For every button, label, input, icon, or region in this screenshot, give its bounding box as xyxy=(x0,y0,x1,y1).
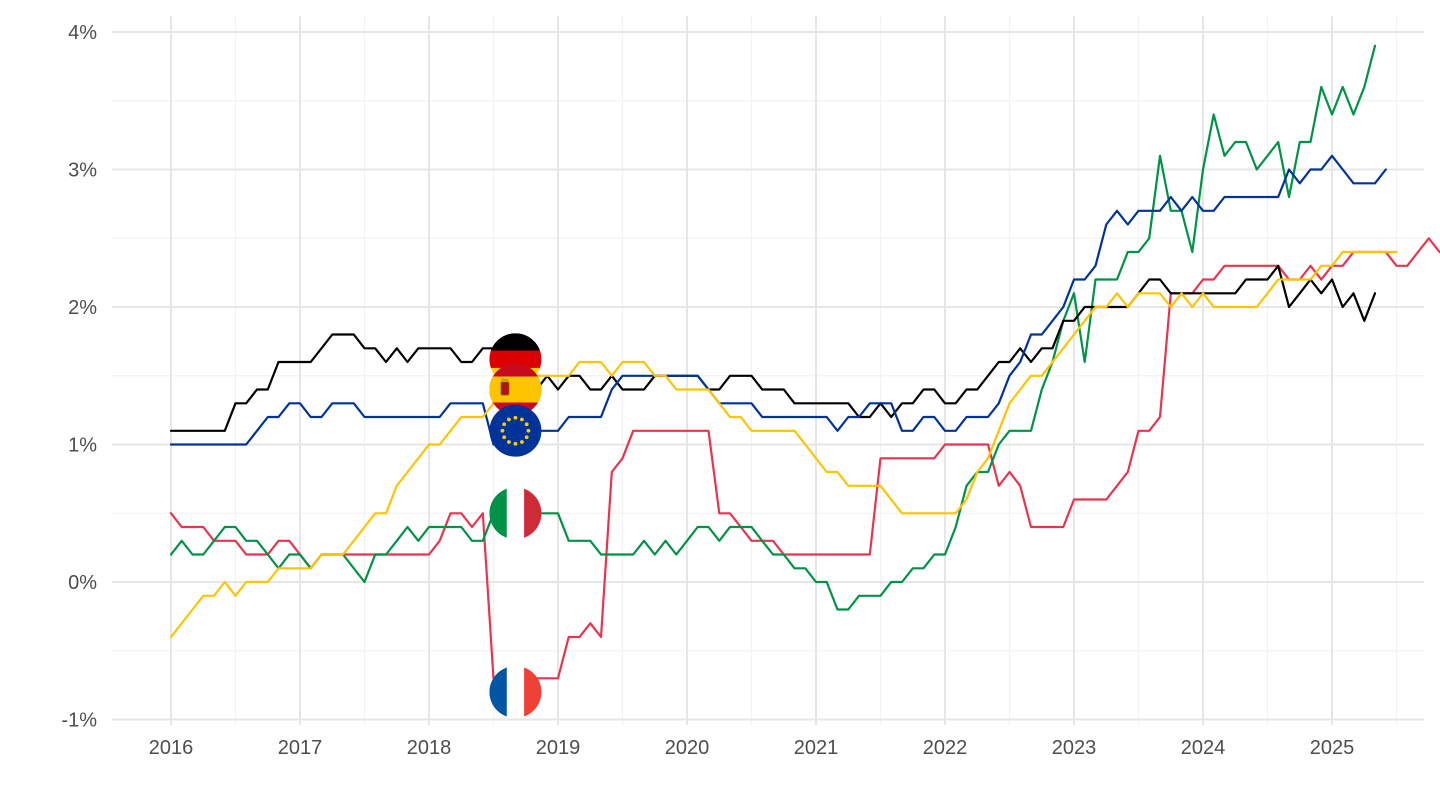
y-tick-label: 1% xyxy=(68,435,97,457)
minor-gridlines xyxy=(112,16,1424,725)
x-tick-label: 2016 xyxy=(149,737,194,759)
x-axis: 2016 2017 2018 2019 2020 2021 2022 2023 2024 2025 xyxy=(149,737,1355,759)
y-tick-label: 2% xyxy=(68,297,97,319)
series-line-germany xyxy=(169,264,1377,432)
y-tick-label: 0% xyxy=(68,572,97,594)
x-tick-label: 2017 xyxy=(278,737,323,759)
x-tick-label: 2021 xyxy=(794,737,839,759)
series-line-france xyxy=(169,237,1440,694)
y-tick-label: 4% xyxy=(68,22,97,44)
major-gridlines xyxy=(112,16,1424,725)
france-flag-icon xyxy=(489,666,542,718)
flag-legend xyxy=(489,333,542,718)
series-layer xyxy=(169,44,1440,694)
x-tick-label: 2020 xyxy=(665,737,710,759)
italy-flag-icon xyxy=(489,487,542,540)
x-tick-label: 2025 xyxy=(1310,737,1355,759)
series-line-italy xyxy=(169,44,1377,611)
x-tick-label: 2023 xyxy=(1052,737,1097,759)
series-line-spain xyxy=(169,250,1398,639)
series-line-eu xyxy=(169,154,1387,446)
spain-flag-icon xyxy=(489,363,542,416)
y-tick-label: -1% xyxy=(61,710,97,732)
eu-flag-icon xyxy=(489,404,542,457)
x-tick-label: 2018 xyxy=(407,737,452,759)
x-tick-label: 2024 xyxy=(1181,737,1226,759)
y-axis: -1% 0% 1% 2% 3% 4% xyxy=(61,22,97,732)
x-tick-label: 2019 xyxy=(536,737,581,759)
x-tick-label: 2022 xyxy=(923,737,968,759)
y-tick-label: 3% xyxy=(68,160,97,182)
